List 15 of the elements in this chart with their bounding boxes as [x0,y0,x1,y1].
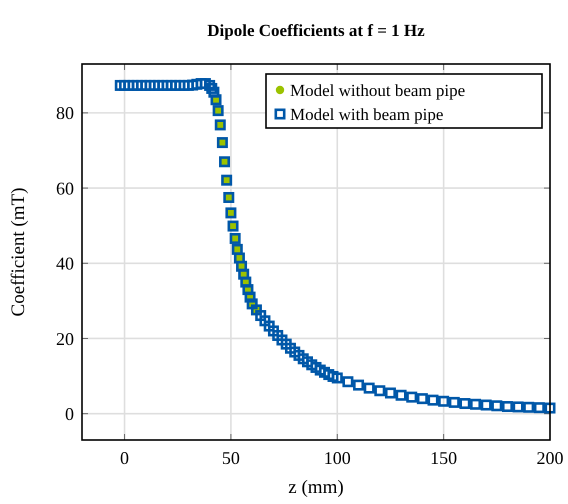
y-tick-label: 20 [56,328,74,349]
chart-title: Dipole Coefficients at f = 1 Hz [207,21,426,40]
x-axis-title: z (mm) [288,477,344,498]
legend-label: Model with beam pipe [290,104,444,124]
x-tick-label: 0 [120,448,130,468]
y-tick-label: 0 [65,404,74,424]
x-tick-label: 50 [222,448,240,468]
x-tick-label: 100 [324,448,351,468]
x-tick-label: 150 [430,448,458,468]
y-axis-title: Coefficient (mT) [8,188,29,316]
x-tick-label: 200 [536,448,564,468]
y-tick-label: 60 [56,178,74,198]
y-tick-label: 40 [56,254,74,274]
legend-label: Model without beam pipe [290,80,466,100]
y-tick-label: 80 [56,103,74,124]
